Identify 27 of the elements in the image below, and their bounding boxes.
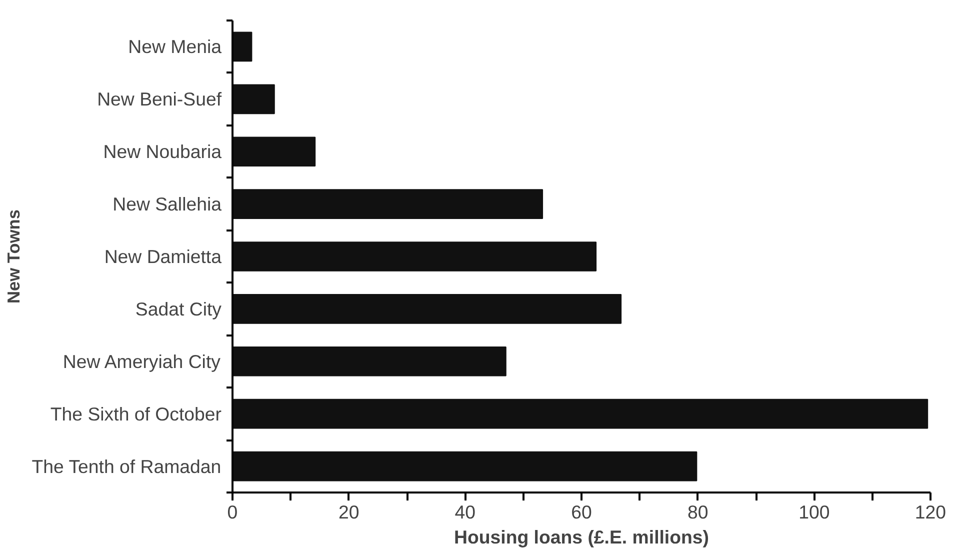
- bar: [232, 346, 506, 376]
- y-tick-label: New Beni-Suef: [97, 88, 222, 110]
- bar: [232, 32, 252, 62]
- x-tick-label: 60: [571, 502, 592, 522]
- y-tick-label: The Tenth of Ramadan: [32, 456, 222, 477]
- y-tick-label: New Ameryiah City: [62, 350, 222, 372]
- y-tick-label: Sadat City: [135, 298, 222, 320]
- x-tick-label: 80: [687, 502, 708, 522]
- bar: [232, 294, 622, 324]
- x-tick-label: 20: [338, 502, 360, 522]
- y-tick-label: New Noubaria: [103, 141, 222, 162]
- x-tick-label: 100: [798, 502, 830, 522]
- y-axis-title: New Towns: [4, 209, 24, 304]
- y-tick-label: New Damietta: [104, 246, 222, 267]
- bar: [232, 84, 275, 114]
- bar: [232, 451, 698, 482]
- bar: [232, 398, 928, 429]
- y-tick-label: The Sixth of October: [50, 403, 222, 424]
- bar: [232, 242, 597, 272]
- bar: [232, 136, 316, 167]
- bar: [232, 189, 544, 219]
- x-tick-label: 0: [227, 502, 238, 522]
- y-tick-label: New Menia: [128, 36, 222, 58]
- x-tick-label: 40: [454, 502, 476, 522]
- x-axis-title: Housing loans (£.E. millions): [454, 526, 710, 548]
- x-tick-label: 120: [914, 502, 946, 522]
- y-tick-label: New Sallehia: [112, 194, 222, 215]
